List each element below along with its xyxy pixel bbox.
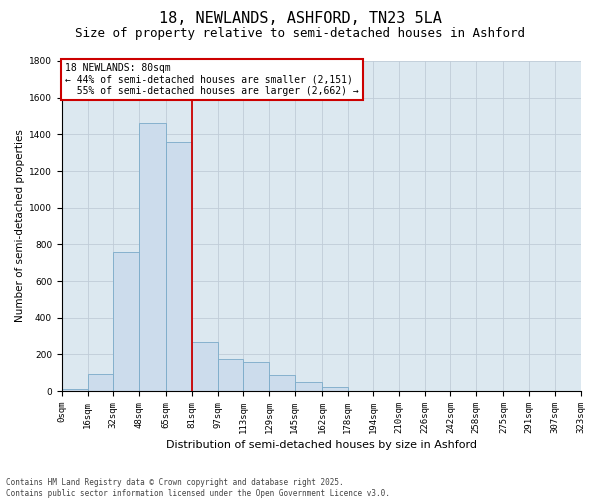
Bar (269, 374, 295, 391)
Bar (113, 252, 139, 391)
Text: 18, NEWLANDS, ASHFORD, TN23 5LA: 18, NEWLANDS, ASHFORD, TN23 5LA (158, 11, 442, 26)
Bar (322, 388, 347, 391)
Bar (62, 389, 88, 391)
Y-axis label: Number of semi-detached properties: Number of semi-detached properties (15, 130, 25, 322)
Bar (166, 142, 192, 391)
Bar (192, 342, 218, 391)
Text: 18 NEWLANDS: 80sqm
← 44% of semi-detached houses are smaller (2,151)
  55% of se: 18 NEWLANDS: 80sqm ← 44% of semi-detache… (65, 63, 359, 96)
Bar (139, 124, 166, 391)
Text: Size of property relative to semi-detached houses in Ashford: Size of property relative to semi-detach… (75, 28, 525, 40)
Text: Contains HM Land Registry data © Crown copyright and database right 2025.
Contai: Contains HM Land Registry data © Crown c… (6, 478, 390, 498)
Bar (88, 374, 113, 391)
Bar (295, 382, 322, 391)
Bar (218, 359, 244, 391)
Bar (244, 362, 269, 391)
X-axis label: Distribution of semi-detached houses by size in Ashford: Distribution of semi-detached houses by … (166, 440, 476, 450)
